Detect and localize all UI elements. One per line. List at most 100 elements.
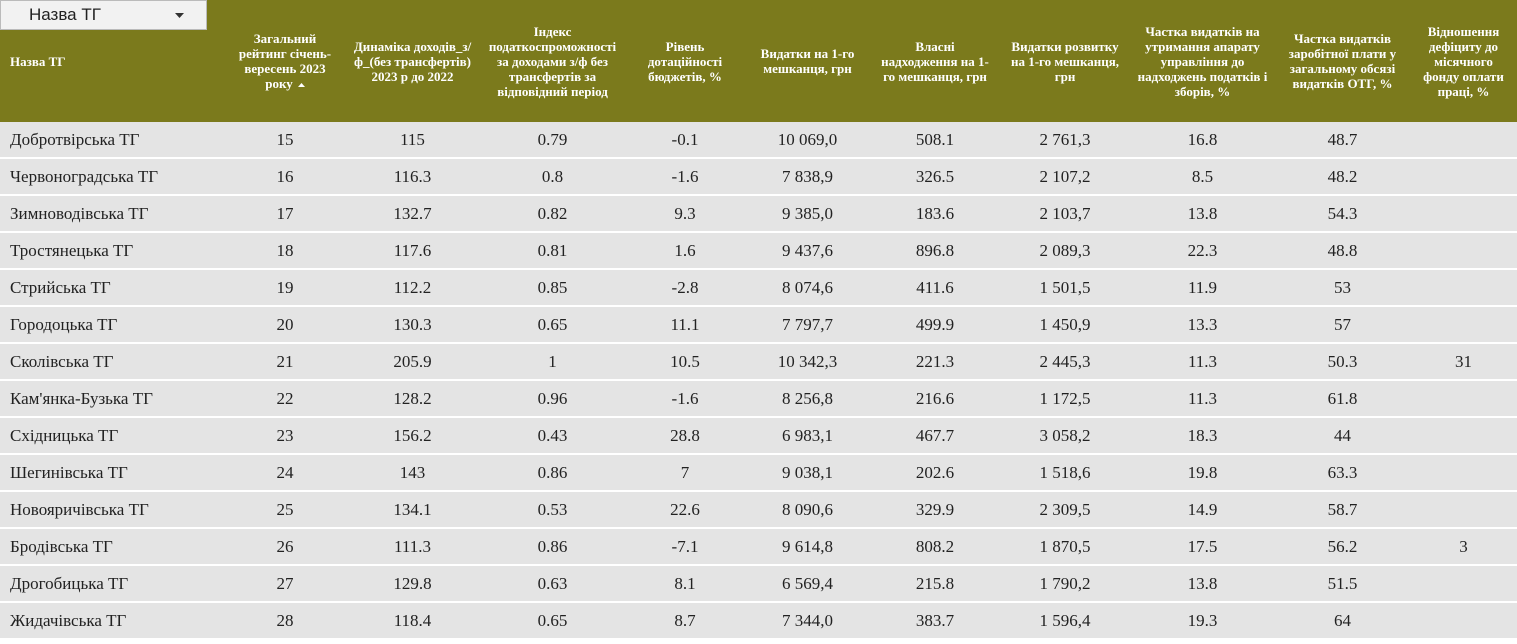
table-cell: 58.7: [1275, 491, 1410, 529]
table-cell: 499.9: [870, 306, 1000, 344]
table-cell: 17.5: [1130, 528, 1275, 566]
dropdown[interactable]: Назва ТГ: [0, 0, 207, 30]
table-cell: 54.3: [1275, 195, 1410, 233]
table-cell: -1.6: [625, 158, 745, 196]
table-cell: Жидачівська ТГ: [0, 602, 225, 640]
table-cell: 17: [225, 195, 345, 233]
table-cell: 0.53: [480, 491, 625, 529]
column-header[interactable]: Відношення дефіциту до місячного фонду о…: [1410, 0, 1517, 122]
table-cell: 7 344,0: [745, 602, 870, 640]
table-cell: 11.9: [1130, 269, 1275, 307]
table-cell: 22.6: [625, 491, 745, 529]
table-cell: 112.2: [345, 269, 480, 307]
table-cell: 19.3: [1130, 602, 1275, 640]
table-cell: 183.6: [870, 195, 1000, 233]
column-header[interactable]: Динаміка доходів_з/ф_(без трансфертів) 2…: [345, 0, 480, 122]
table-cell: 11.3: [1130, 343, 1275, 381]
table-cell: Шегинівська ТГ: [0, 454, 225, 492]
column-header[interactable]: Рівень дотаційності бюджетів, %: [625, 0, 745, 122]
table-cell: 23: [225, 417, 345, 455]
table-cell: [1410, 602, 1517, 640]
column-header[interactable]: Власні надходження на 1-го мешканця, грн: [870, 0, 1000, 122]
table-cell: 1: [480, 343, 625, 381]
table-cell: [1410, 269, 1517, 307]
table-row: Городоцька ТГ 20 130.3 0.65 11.1 7 797,7 499.9…: [0, 306, 1517, 344]
table-cell: 25: [225, 491, 345, 529]
table-row: Червоноградська ТГ 16 116.3 0.8 -1.6 7 838,9 3…: [0, 158, 1517, 196]
column-header-text: Індекс податкоспроможності за доходами з…: [488, 23, 617, 99]
column-header[interactable]: Загальний рейтинг січень-вересень 2023 р…: [225, 0, 345, 122]
table-row: Стрийська ТГ 19 112.2 0.85 -2.8 8 074,6 411.6 1…: [0, 269, 1517, 307]
table-cell: 18: [225, 232, 345, 270]
table-cell: 22.3: [1130, 232, 1275, 270]
table-cell: 16: [225, 158, 345, 196]
table-cell: -2.8: [625, 269, 745, 307]
table-cell: 2 309,5: [1000, 491, 1130, 529]
table-cell: [1410, 417, 1517, 455]
table-cell: 118.4: [345, 602, 480, 640]
table-cell: 18.3: [1130, 417, 1275, 455]
table-cell: 24: [225, 454, 345, 492]
table-cell: 6 569,4: [745, 565, 870, 603]
table-cell: 10.5: [625, 343, 745, 381]
column-header-text: Частка видатків на утримання апарату упр…: [1137, 23, 1268, 99]
table-cell: Городоцька ТГ: [0, 306, 225, 344]
table-row: Зимноводівська ТГ 17 132.7 0.82 9.3 9 385,0 18…: [0, 195, 1517, 233]
table-cell: 115: [345, 122, 480, 159]
table-cell: 467.7: [870, 417, 1000, 455]
table-row: Дрогобицька ТГ 27 129.8 0.63 8.1 6 569,4 215.8…: [0, 565, 1517, 603]
column-header-text: Рівень дотаційності бюджетів, %: [647, 38, 723, 84]
column-header-text: Видатки розвитку на 1-го мешканця, грн: [1010, 38, 1120, 84]
column-header[interactable]: Частка видатків заробітної плати у загал…: [1275, 0, 1410, 122]
table-cell: 9 385,0: [745, 195, 870, 233]
table-cell: 0.85: [480, 269, 625, 307]
table-cell: 116.3: [345, 158, 480, 196]
table-cell: 205.9: [345, 343, 480, 381]
table-cell: 11.3: [1130, 380, 1275, 418]
table-cell: 128.2: [345, 380, 480, 418]
table-cell: Зимноводівська ТГ: [0, 195, 225, 233]
table-cell: 48.7: [1275, 122, 1410, 159]
table-cell: 1.6: [625, 232, 745, 270]
table-cell: 19: [225, 269, 345, 307]
column-header[interactable]: Індекс податкоспроможності за доходами з…: [480, 0, 625, 122]
column-header-text: Назва ТГ: [10, 53, 66, 69]
table-cell: 2 761,3: [1000, 122, 1130, 159]
table-cell: 1 790,2: [1000, 565, 1130, 603]
table-cell: -0.1: [625, 122, 745, 159]
column-header[interactable]: Частка видатків на утримання апарату упр…: [1130, 0, 1275, 122]
table-cell: 216.6: [870, 380, 1000, 418]
table-cell: [1410, 380, 1517, 418]
table-cell: [1410, 158, 1517, 196]
table-cell: [1410, 491, 1517, 529]
table-cell: [1410, 195, 1517, 233]
sort-icon: [297, 83, 305, 88]
table-cell: 31: [1410, 343, 1517, 381]
table-cell: 8.5: [1130, 158, 1275, 196]
column-header[interactable]: Видатки на 1-го мешканця, грн: [745, 0, 870, 122]
table-cell: 53: [1275, 269, 1410, 307]
table-cell: [1410, 122, 1517, 159]
table-cell: 19.8: [1130, 454, 1275, 492]
table-cell: Кам'янка-Бузька ТГ: [0, 380, 225, 418]
table-cell: 15: [225, 122, 345, 159]
table-cell: 129.8: [345, 565, 480, 603]
table-cell: 0.82: [480, 195, 625, 233]
table-cell: 111.3: [345, 528, 480, 566]
table-cell: 2 445,3: [1000, 343, 1130, 381]
table-cell: 13.8: [1130, 195, 1275, 233]
table-cell: 21: [225, 343, 345, 381]
table-cell: 6 983,1: [745, 417, 870, 455]
dropdown-label: Назва ТГ: [29, 5, 101, 24]
table-cell: 134.1: [345, 491, 480, 529]
table-cell: 0.81: [480, 232, 625, 270]
column-header-text: Динаміка доходів_з/ф_(без трансфертів) 2…: [353, 38, 472, 84]
table-cell: 48.2: [1275, 158, 1410, 196]
table-cell: 8 090,6: [745, 491, 870, 529]
table-cell: 326.5: [870, 158, 1000, 196]
table-cell: 0.79: [480, 122, 625, 159]
column-header[interactable]: Видатки розвитку на 1-го мешканця, грн: [1000, 0, 1130, 122]
table-cell: 61.8: [1275, 380, 1410, 418]
